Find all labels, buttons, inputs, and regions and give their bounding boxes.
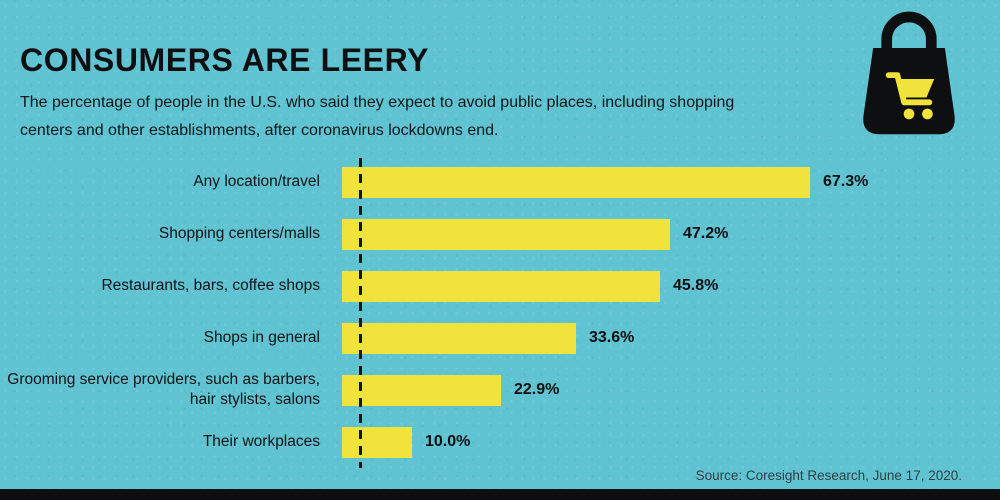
- bottom-strip: [0, 489, 1000, 500]
- bar-chart: Any location/travel 67.3% Shopping centers…: [0, 156, 1000, 468]
- bar-label: Their workplaces: [202, 432, 320, 450]
- header: CONSUMERS ARE LEERY The percentage of pe…: [20, 42, 810, 145]
- bar-value-label: 45.8%: [673, 277, 719, 294]
- source-note: Source: Coresight Research, June 17, 202…: [695, 468, 962, 483]
- bar: [342, 426, 412, 458]
- bar-value-label: 22.9%: [514, 381, 560, 398]
- bar: [342, 374, 501, 406]
- bar-value-label: 67.3%: [823, 173, 869, 190]
- bar-row: Shops in general 33.6%: [0, 312, 1000, 364]
- bar-label: Restaurants, bars, coffee shops: [101, 276, 320, 294]
- bar-value-label: 47.2%: [683, 225, 729, 242]
- bar: [342, 270, 660, 302]
- bar-label: Any location/travel: [193, 172, 320, 190]
- bar-value-label: 10.0%: [425, 433, 471, 450]
- chart-title: CONSUMERS ARE LEERY: [20, 42, 430, 78]
- axis-baseline: [359, 158, 362, 468]
- bar-row: Grooming service providers, such as barb…: [0, 364, 1000, 416]
- shopping-bag-with-cart-icon: [863, 11, 955, 135]
- bar-label: Shopping centers/malls: [158, 224, 320, 242]
- bar-row: Their workplaces 10.0%: [0, 416, 1000, 468]
- bar-row: Any location/travel 67.3%: [0, 156, 1000, 208]
- bar-value-label: 33.6%: [589, 329, 635, 346]
- bar-row: Restaurants, bars, coffee shops 45.8%: [0, 260, 1000, 312]
- chart-subtitle: The percentage of people in the U.S. who…: [20, 94, 735, 139]
- bar: [342, 322, 576, 354]
- bar-rows: Any location/travel 67.3% Shopping centers…: [0, 156, 1000, 468]
- bar: [342, 218, 670, 250]
- bar-label: Grooming service providers, such as barb…: [7, 370, 320, 408]
- bar: [342, 166, 810, 198]
- bar-row: Shopping centers/malls 47.2%: [0, 208, 1000, 260]
- bar-label: Shops in general: [203, 328, 320, 346]
